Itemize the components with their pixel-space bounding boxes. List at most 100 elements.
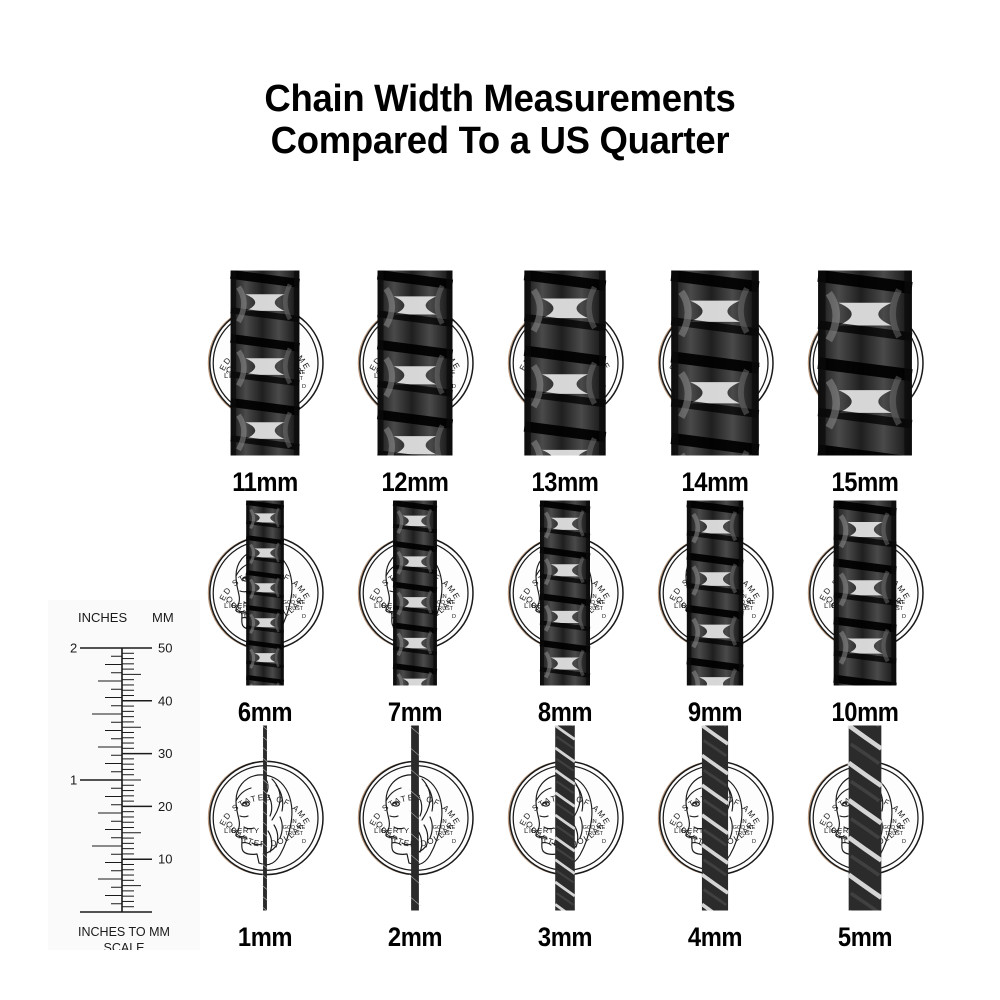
chain-size-label: 4mm xyxy=(687,922,743,952)
chain-sample-12mm: UNITED STATES OF AMERICA QUARTER DOLLAR … xyxy=(340,270,490,497)
svg-text:TRUST: TRUST xyxy=(285,606,304,612)
svg-text:LIBERTY: LIBERTY xyxy=(374,826,410,835)
svg-text:50: 50 xyxy=(158,641,172,656)
chain-sample-11mm: UNITED STATES OF AMERICA QUARTER DOLLAR … xyxy=(190,270,340,497)
inches-to-mm-ruler: INCHES MM 50 40 30 20 10 2 1 INCHES TO MM SCALE xyxy=(48,600,200,950)
svg-text:D: D xyxy=(302,614,306,620)
svg-text:IN: IN xyxy=(591,594,596,600)
svg-text:IN: IN xyxy=(741,594,746,600)
coin-chain-composite: UNITED STATES OF AMERICA QUARTER DOLLAR … xyxy=(190,500,340,685)
chain-size-label: 6mm xyxy=(237,697,293,727)
chain-9mm xyxy=(683,500,747,685)
svg-text:LIBERTY: LIBERTY xyxy=(674,826,710,835)
chain-15mm xyxy=(812,270,919,455)
chain-8mm xyxy=(537,500,594,685)
svg-text:D: D xyxy=(902,839,906,845)
svg-text:TRUST: TRUST xyxy=(285,831,304,837)
chain-sample-15mm: UNITED STATES OF AMERICA QUARTER DOLLAR … xyxy=(790,270,940,497)
svg-text:20: 20 xyxy=(158,799,172,814)
chain-1mm xyxy=(261,725,269,910)
chain-11mm xyxy=(226,270,304,455)
coin-chain-composite: UNITED STATES OF AMERICA QUARTER DOLLAR … xyxy=(790,725,940,910)
chain-14mm xyxy=(665,270,764,455)
chain-sample-3mm: UNITED STATES OF AMERICA QUARTER DOLLAR … xyxy=(490,725,640,952)
coin-chain-composite: UNITED STATES OF AMERICA QUARTER DOLLAR … xyxy=(190,270,340,455)
chain-size-label: 14mm xyxy=(681,467,749,497)
chain-size-label: 13mm xyxy=(531,467,599,497)
svg-text:TRUST: TRUST xyxy=(435,831,454,837)
coin-chain-composite: UNITED STATES OF AMERICA QUARTER DOLLAR … xyxy=(790,500,940,685)
svg-text:IN: IN xyxy=(591,819,596,825)
title-line-2: Compared To a US Quarter xyxy=(270,120,730,162)
svg-text:IN: IN xyxy=(441,594,446,600)
chain-sample-5mm: UNITED STATES OF AMERICA QUARTER DOLLAR … xyxy=(790,725,940,952)
coin-chain-composite: UNITED STATES OF AMERICA QUARTER DOLLAR … xyxy=(340,500,490,685)
svg-text:TRUST: TRUST xyxy=(735,606,754,612)
chain-size-label: 10mm xyxy=(831,697,899,727)
chain-12mm xyxy=(372,270,457,455)
svg-text:D: D xyxy=(452,614,456,620)
svg-text:D: D xyxy=(452,839,456,845)
svg-text:TRUST: TRUST xyxy=(585,831,604,837)
svg-text:GOD WE: GOD WE xyxy=(433,825,456,831)
coin-chain-composite: UNITED STATES OF AMERICA QUARTER DOLLAR … xyxy=(640,270,790,455)
coin-chain-composite: UNITED STATES OF AMERICA QUARTER DOLLAR … xyxy=(640,500,790,685)
chain-2mm xyxy=(408,725,422,910)
chain-sample-2mm: UNITED STATES OF AMERICA QUARTER DOLLAR … xyxy=(340,725,490,952)
svg-text:D: D xyxy=(452,384,456,390)
chain-sample-4mm: UNITED STATES OF AMERICA QUARTER DOLLAR … xyxy=(640,725,790,952)
chain-sample-14mm: UNITED STATES OF AMERICA QUARTER DOLLAR … xyxy=(640,270,790,497)
svg-text:30: 30 xyxy=(158,746,172,761)
chain-sample-9mm: UNITED STATES OF AMERICA QUARTER DOLLAR … xyxy=(640,500,790,727)
svg-text:TRUST: TRUST xyxy=(585,606,604,612)
coin-chain-composite: UNITED STATES OF AMERICA QUARTER DOLLAR … xyxy=(490,270,640,455)
chain-4mm xyxy=(700,725,730,910)
svg-text:TRUST: TRUST xyxy=(735,831,754,837)
coin-chain-composite: UNITED STATES OF AMERICA QUARTER DOLLAR … xyxy=(190,725,340,910)
svg-text:GOD WE: GOD WE xyxy=(583,600,606,606)
svg-text:IN: IN xyxy=(291,819,296,825)
chain-sample-8mm: UNITED STATES OF AMERICA QUARTER DOLLAR … xyxy=(490,500,640,727)
coin-chain-composite: UNITED STATES OF AMERICA QUARTER DOLLAR … xyxy=(640,725,790,910)
coin-chain-composite: UNITED STATES OF AMERICA QUARTER DOLLAR … xyxy=(790,270,940,455)
chain-size-label: 2mm xyxy=(387,922,443,952)
svg-text:IN: IN xyxy=(291,594,296,600)
svg-text:LIBERTY: LIBERTY xyxy=(824,826,860,835)
chain-3mm xyxy=(554,725,576,910)
svg-text:D: D xyxy=(302,384,306,390)
coin-chain-composite: UNITED STATES OF AMERICA QUARTER DOLLAR … xyxy=(490,725,640,910)
svg-text:2: 2 xyxy=(70,641,77,656)
chain-sample-10mm: UNITED STATES OF AMERICA QUARTER DOLLAR … xyxy=(790,500,940,727)
svg-text:SCALE: SCALE xyxy=(104,941,145,950)
svg-text:IN: IN xyxy=(741,819,746,825)
svg-text:D: D xyxy=(752,839,756,845)
svg-text:D: D xyxy=(752,614,756,620)
svg-text:10: 10 xyxy=(158,852,172,867)
chain-5mm xyxy=(847,725,883,910)
title-line-1: Chain Width Measurements xyxy=(264,78,736,120)
coin-chain-composite: UNITED STATES OF AMERICA QUARTER DOLLAR … xyxy=(340,270,490,455)
svg-text:GOD WE: GOD WE xyxy=(883,825,906,831)
svg-text:40: 40 xyxy=(158,693,172,708)
coin-chain-composite: UNITED STATES OF AMERICA QUARTER DOLLAR … xyxy=(340,725,490,910)
chain-sample-7mm: UNITED STATES OF AMERICA QUARTER DOLLAR … xyxy=(340,500,490,727)
svg-text:D: D xyxy=(602,839,606,845)
chain-13mm xyxy=(519,270,611,455)
svg-text:IN: IN xyxy=(891,819,896,825)
chain-size-label: 15mm xyxy=(831,467,899,497)
chain-sample-1mm: UNITED STATES OF AMERICA QUARTER DOLLAR … xyxy=(190,725,340,952)
page-title: Chain Width Measurements Compared To a U… xyxy=(20,78,980,162)
chain-6mm xyxy=(244,500,287,685)
chain-size-label: 7mm xyxy=(387,697,443,727)
chain-sample-13mm: UNITED STATES OF AMERICA QUARTER DOLLAR … xyxy=(490,270,640,497)
svg-text:GOD WE: GOD WE xyxy=(583,825,606,831)
chain-size-label: 8mm xyxy=(537,697,593,727)
svg-text:TRUST: TRUST xyxy=(885,831,904,837)
svg-text:1: 1 xyxy=(70,773,77,788)
chain-size-label: 11mm xyxy=(232,467,298,497)
svg-text:INCHES: INCHES xyxy=(78,610,127,625)
svg-text:MM: MM xyxy=(152,610,174,625)
chain-size-label: 9mm xyxy=(687,697,743,727)
svg-text:GOD WE: GOD WE xyxy=(433,600,456,606)
